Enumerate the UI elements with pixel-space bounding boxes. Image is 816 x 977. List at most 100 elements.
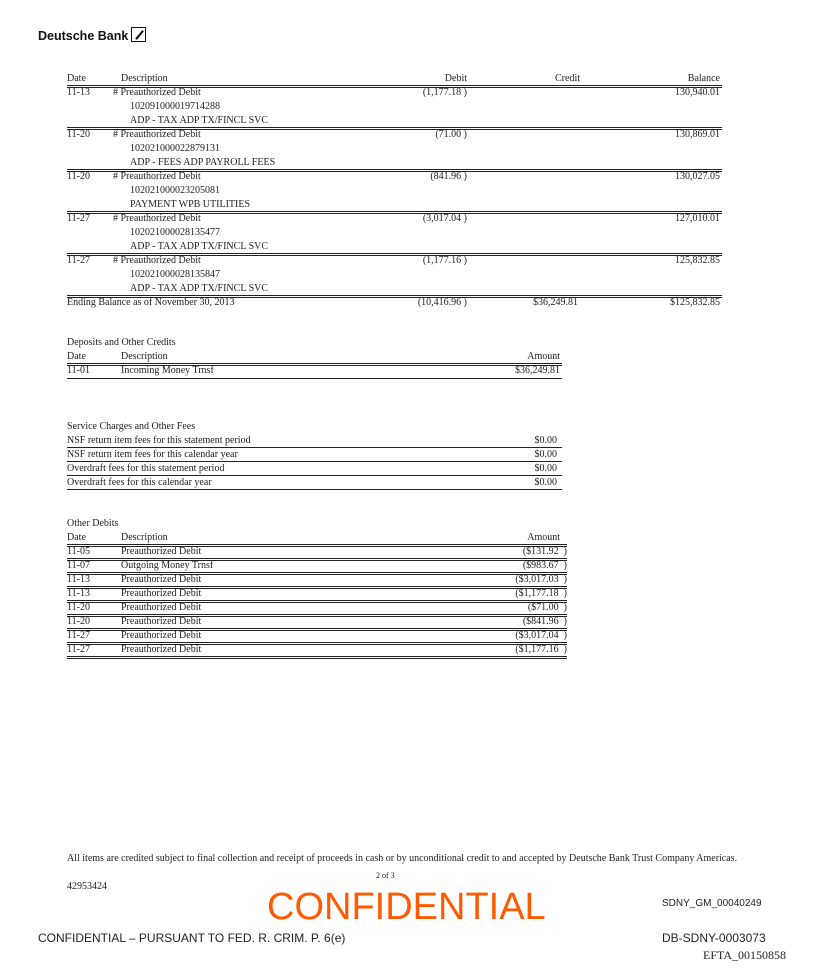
entry-description: # Preauthorized Debit [113, 129, 201, 140]
entry-balance: 127,010.01 [675, 213, 720, 224]
rule-line [67, 614, 567, 617]
entry-debit: (841.96 ) [430, 171, 467, 182]
rule-line [67, 363, 562, 366]
bates-db: DB-SDNY-0003073 [662, 931, 766, 945]
page-number: 2 of 3 [376, 871, 395, 880]
entry-debit: (1,177.18 ) [422, 87, 467, 98]
rule-line [67, 642, 567, 645]
activity-header-description: Description [121, 73, 168, 84]
other-debit-description: Preauthorized Debit [121, 616, 202, 627]
entry-description: 102021000028135477 [130, 227, 220, 238]
rule-line [67, 489, 562, 490]
other-debit-date: 11-13 [67, 588, 90, 599]
fee-amount: $0.00 [534, 435, 558, 446]
other-debit-amount: ($983.67 ) [522, 560, 567, 571]
entry-description: ADP - TAX ADP TX/FINCL SVC [130, 241, 269, 252]
other-debit-amount: ($3,017.04 ) [515, 630, 567, 641]
rule-line [67, 253, 722, 256]
fee-label: Overdraft fees for this calendar year [67, 477, 212, 488]
activity-header-credit: Credit [555, 73, 580, 84]
ending-balance: $125,832.85 [670, 297, 720, 308]
other-debits-title: Other Debits [67, 518, 119, 529]
other-debit-date: 11-20 [67, 602, 90, 613]
disclaimer: All items are credited subject to final … [67, 853, 738, 864]
deposits-title: Deposits and Other Credits [67, 337, 176, 348]
other-debit-date: 11-13 [67, 574, 90, 585]
fee-label: NSF return item fees for this statement … [67, 435, 251, 446]
entry-balance: 130,940.01 [675, 87, 720, 98]
other-debit-date: 11-05 [67, 546, 90, 557]
rule-line [67, 378, 562, 379]
entry-date: 11-13 [67, 87, 90, 98]
ending-debit: (10,416.96 ) [417, 297, 467, 308]
entry-balance: 125,832.85 [675, 255, 720, 266]
entry-description: 102091000019714288 [130, 101, 220, 112]
entry-description: 102021000023205081 [130, 185, 220, 196]
bates-sdny: SDNY_GM_00040249 [662, 898, 762, 909]
other-debit-description: Preauthorized Debit [121, 644, 202, 655]
other-debit-date: 11-27 [67, 644, 90, 655]
rule-line [67, 461, 562, 462]
ending-balance-label: Ending Balance as of November 30, 2013 [67, 297, 235, 308]
fees-title: Service Charges and Other Fees [67, 421, 196, 432]
other-debit-description: Preauthorized Debit [121, 630, 202, 641]
other-debit-date: 11-20 [67, 616, 90, 627]
entry-debit: (1,177.16 ) [422, 255, 467, 266]
fee-label: NSF return item fees for this calendar y… [67, 449, 238, 460]
entry-description: # Preauthorized Debit [113, 171, 201, 182]
entry-debit: (3,017.04 ) [422, 213, 467, 224]
other-debit-amount: ($3,017.03 ) [515, 574, 567, 585]
other-debit-description: Preauthorized Debit [121, 588, 202, 599]
efta-number: EFTA_00150858 [703, 948, 787, 962]
entry-description: 102021000028135847 [130, 269, 220, 280]
activity-header-balance: Balance [687, 73, 720, 84]
other-debit-amount: ($841.96 ) [522, 616, 567, 627]
entry-balance: 130,869.01 [675, 129, 720, 140]
fee-amount: $0.00 [534, 477, 558, 488]
entry-description: PAYMENT WPB UTILITIES [130, 199, 251, 210]
fee-label: Overdraft fees for this statement period [67, 463, 225, 474]
entry-description: # Preauthorized Debit [113, 213, 201, 224]
entry-description: # Preauthorized Debit [113, 255, 201, 266]
other-debit-date: 11-07 [67, 560, 90, 571]
rule-line [67, 656, 567, 659]
entry-description: ADP - TAX ADP TX/FINCL SVC [130, 283, 269, 294]
rule-line [67, 295, 722, 298]
rule-line [67, 628, 567, 631]
rule-line [67, 211, 722, 214]
other-debit-description: Outgoing Money Trnsf [121, 560, 214, 571]
rule-line [67, 600, 567, 603]
deposit-amount: $36,249.81 [515, 365, 560, 376]
deutsche-bank-logo-icon [131, 27, 146, 42]
fee-amount: $0.00 [534, 463, 558, 474]
other-debit-description: Preauthorized Debit [121, 546, 202, 557]
entry-description: ADP - FEES ADP PAYROLL FEES [130, 157, 276, 168]
entry-date: 11-20 [67, 129, 90, 140]
rule-line [67, 127, 722, 130]
rule-line [67, 85, 722, 88]
other-debit-amount: ($1,177.16 ) [515, 644, 567, 655]
fee-amount: $0.00 [534, 449, 558, 460]
other-debits-header-date: Date [67, 532, 86, 543]
other-debit-amount: ($1,177.18 ) [515, 588, 567, 599]
deposits-header-amount: Amount [527, 351, 560, 362]
confidential-notice: CONFIDENTIAL – PURSUANT TO FED. R. CRIM.… [38, 931, 346, 945]
rule-line [67, 586, 567, 589]
deposit-description: Incoming Money Trnsf [121, 365, 214, 376]
other-debits-header-description: Description [121, 532, 168, 543]
entry-date: 11-27 [67, 213, 90, 224]
other-debits-header-amount: Amount [527, 532, 560, 543]
account-reference: 42953424 [67, 881, 107, 892]
entry-date: 11-20 [67, 171, 90, 182]
other-debit-description: Preauthorized Debit [121, 602, 202, 613]
other-debit-amount: ($131.92 ) [522, 546, 567, 557]
activity-header-debit: Debit [444, 73, 467, 84]
rule-line [67, 544, 567, 547]
entry-description: # Preauthorized Debit [113, 87, 201, 98]
other-debit-description: Preauthorized Debit [121, 574, 202, 585]
rule-line [67, 169, 722, 172]
other-debit-date: 11-27 [67, 630, 90, 641]
deposits-header-date: Date [67, 351, 86, 362]
rule-line [67, 572, 567, 575]
